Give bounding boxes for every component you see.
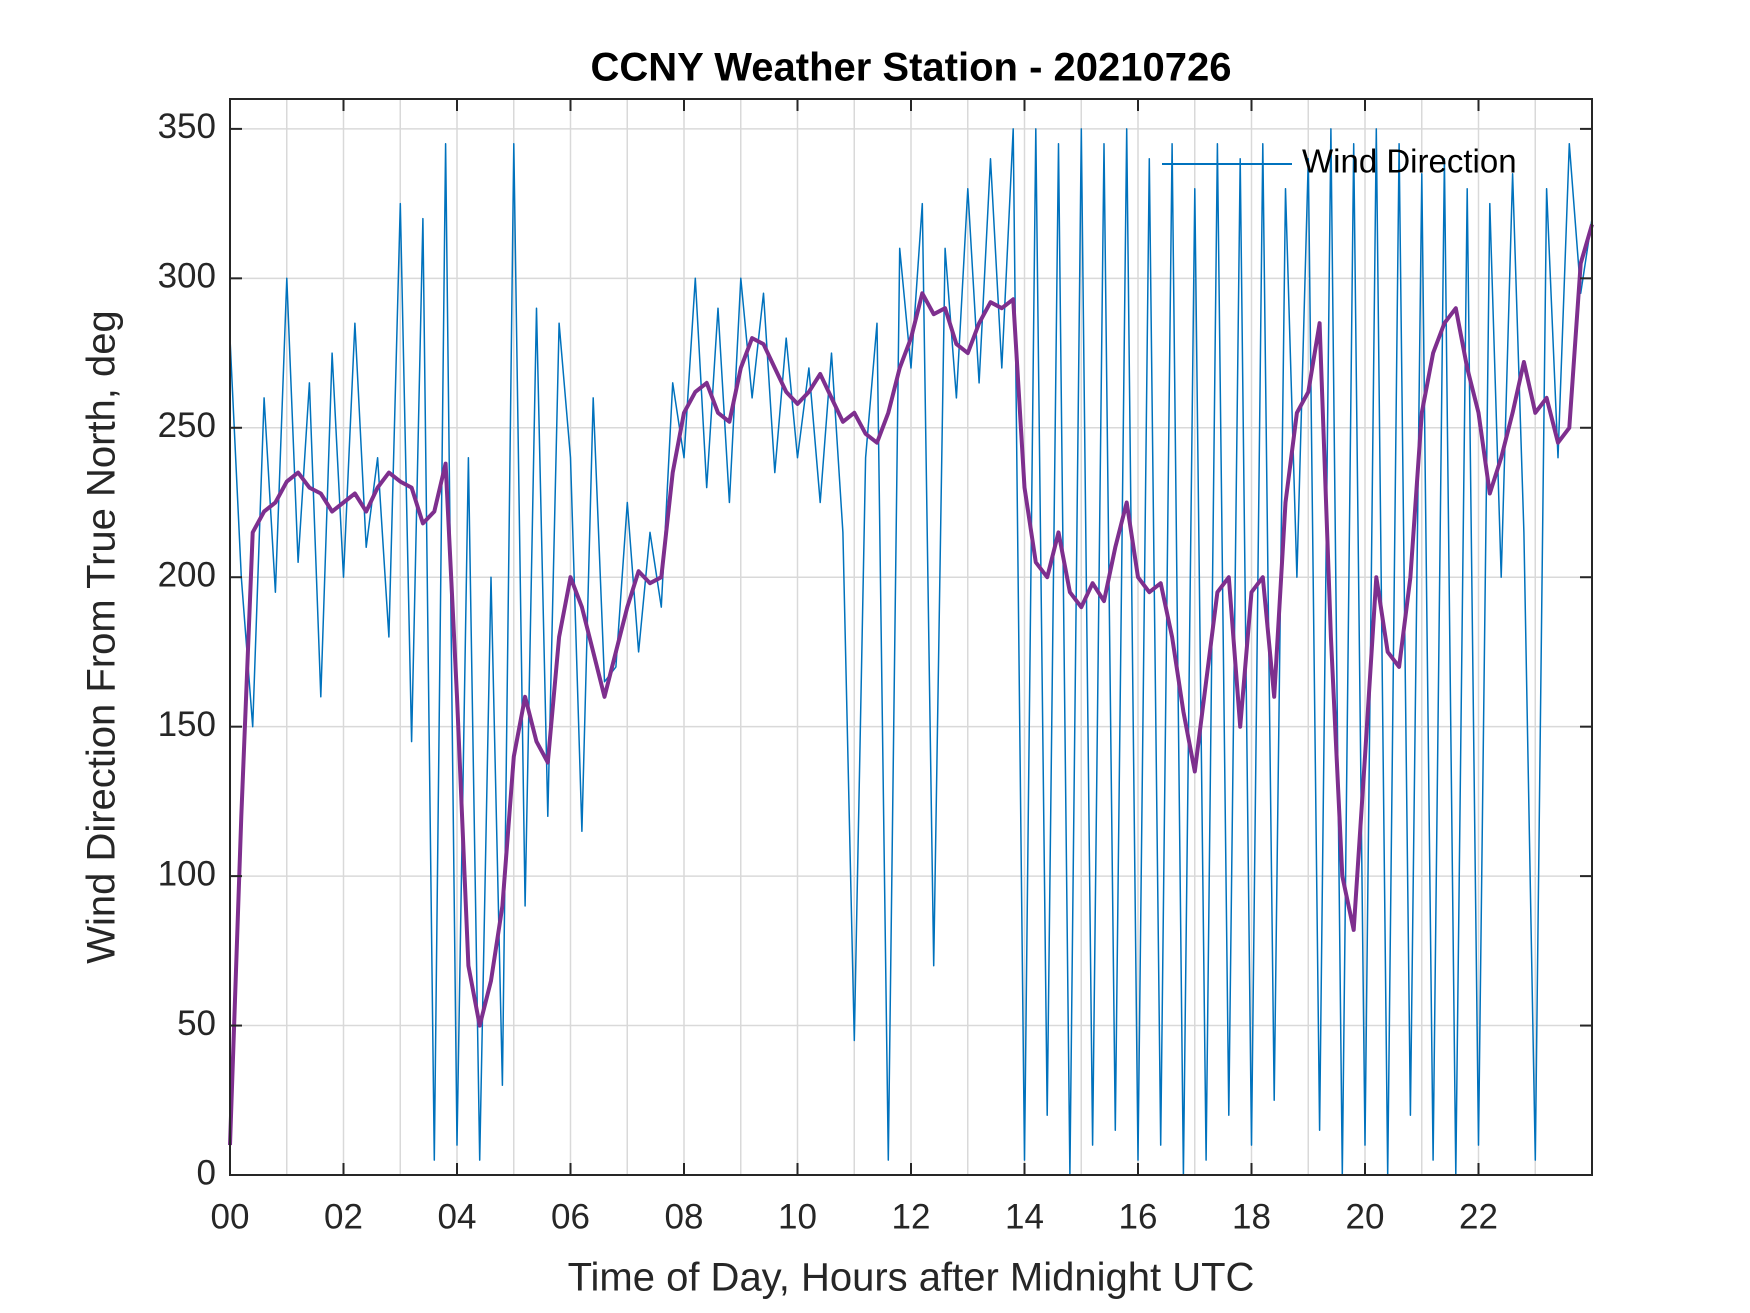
legend-label: Wind Direction [1302,143,1517,180]
x-tick-label: 00 [211,1197,250,1236]
data-line [228,223,1594,1146]
x-axis-label: Time of Day, Hours after Midnight UTC [568,1256,1255,1300]
y-tick-label: 200 [158,555,216,594]
x-tick-label: 08 [665,1197,704,1236]
x-tick-label: 14 [1005,1197,1044,1236]
x-tick-label: 12 [892,1197,931,1236]
y-tick-label: 0 [197,1153,216,1192]
y-tick-label: 350 [158,107,216,146]
y-tick-label: 100 [158,854,216,893]
y-tick-label: 250 [158,406,216,445]
y-tick-label: 50 [177,1004,216,1043]
x-tick-label: 04 [438,1197,477,1236]
x-tick-label: 22 [1459,1197,1498,1236]
data-line [229,128,1593,1176]
x-tick-label: 18 [1232,1197,1271,1236]
x-tick-label: 02 [324,1197,363,1236]
x-tick-label: 10 [778,1197,817,1236]
x-tick-label: 20 [1346,1197,1385,1236]
y-tick-label: 150 [158,705,216,744]
y-tick-label: 300 [158,257,216,296]
chart-title: CCNY Weather Station - 20210726 [591,46,1232,90]
x-tick-label: 16 [1119,1197,1158,1236]
x-tick-label: 06 [551,1197,590,1236]
y-axis-label: Wind Direction From True North, deg [80,310,124,964]
